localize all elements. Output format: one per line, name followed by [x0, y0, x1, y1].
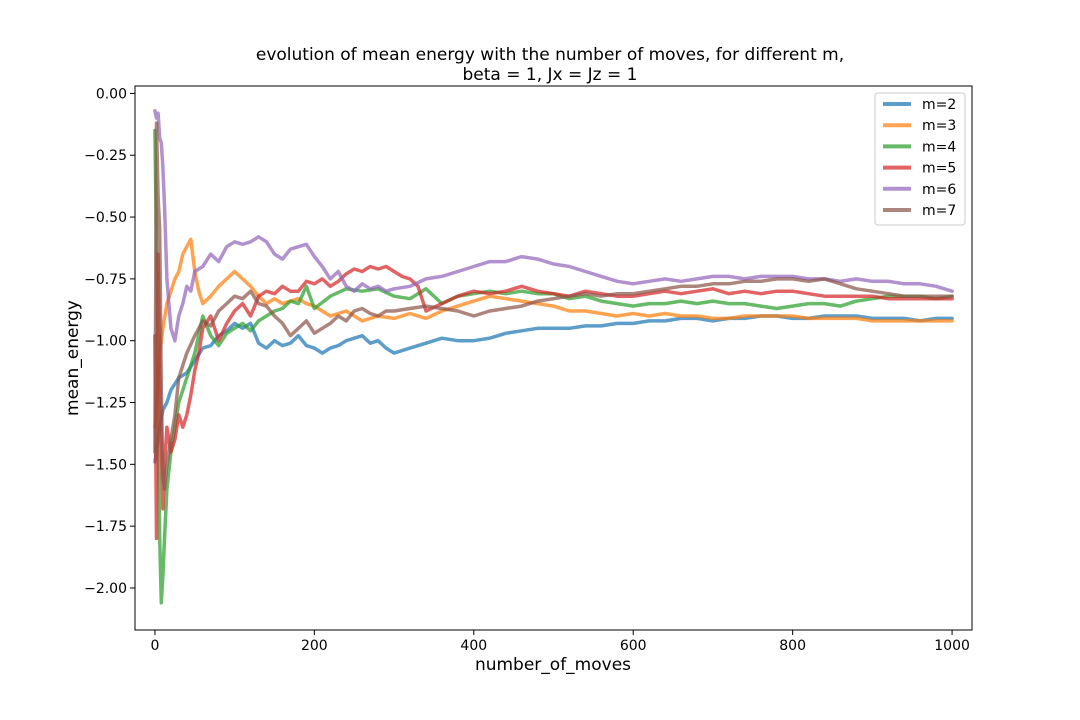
y-axis-label: mean_energy	[63, 300, 83, 416]
series-line-m=4	[153, 128, 954, 605]
y-tick-label: −1.75	[84, 519, 127, 535]
x-axis-label: number_of_moves	[475, 655, 631, 675]
legend-label: m=2	[922, 97, 956, 113]
legend: m=2 m=3 m=4 m=5 m=6 m=7	[874, 92, 966, 226]
series-lines	[153, 108, 954, 605]
y-tick-label: −0.50	[84, 210, 127, 226]
y-tick-label: 0.00	[96, 86, 127, 102]
plot-frame	[134, 85, 973, 631]
y-tick-label: −0.25	[84, 148, 127, 164]
legend-label: m=5	[922, 161, 956, 177]
legend-label: m=4	[922, 139, 956, 155]
x-tick-label: 200	[301, 638, 328, 654]
x-tick-label: 0	[150, 638, 159, 654]
x-axis-ticks: 0 200 400 600 800 1000	[150, 630, 970, 654]
x-tick-label: 600	[620, 638, 647, 654]
x-tick-label: 800	[779, 638, 806, 654]
series-line-m=7	[153, 121, 954, 491]
series-line-m=6	[153, 108, 954, 343]
y-tick-label: −2.00	[84, 581, 127, 597]
y-tick-label: −1.00	[84, 334, 127, 350]
x-tick-label: 400	[460, 638, 487, 654]
y-tick-label: −1.25	[84, 396, 127, 412]
y-tick-label: −0.75	[84, 272, 127, 288]
y-tick-label: −1.50	[84, 457, 127, 473]
chart-title-line-2: beta = 1, Jx = Jz = 1	[463, 65, 638, 85]
legend-label: m=6	[922, 182, 956, 198]
y-axis-ticks: 0.00 −0.25 −0.50 −0.75 −1.00 −1.25 −1.50 −1.75 −…	[84, 86, 135, 597]
plot-area	[134, 85, 973, 631]
legend-items: m=2 m=3 m=4 m=5 m=6 m=7	[883, 97, 956, 219]
legend-label: m=7	[922, 203, 956, 219]
x-tick-label: 1000	[934, 638, 970, 654]
chart-title-line-1: evolution of mean energy with the number…	[256, 45, 844, 65]
series-line-m=5	[153, 252, 954, 541]
legend-label: m=3	[922, 118, 956, 134]
